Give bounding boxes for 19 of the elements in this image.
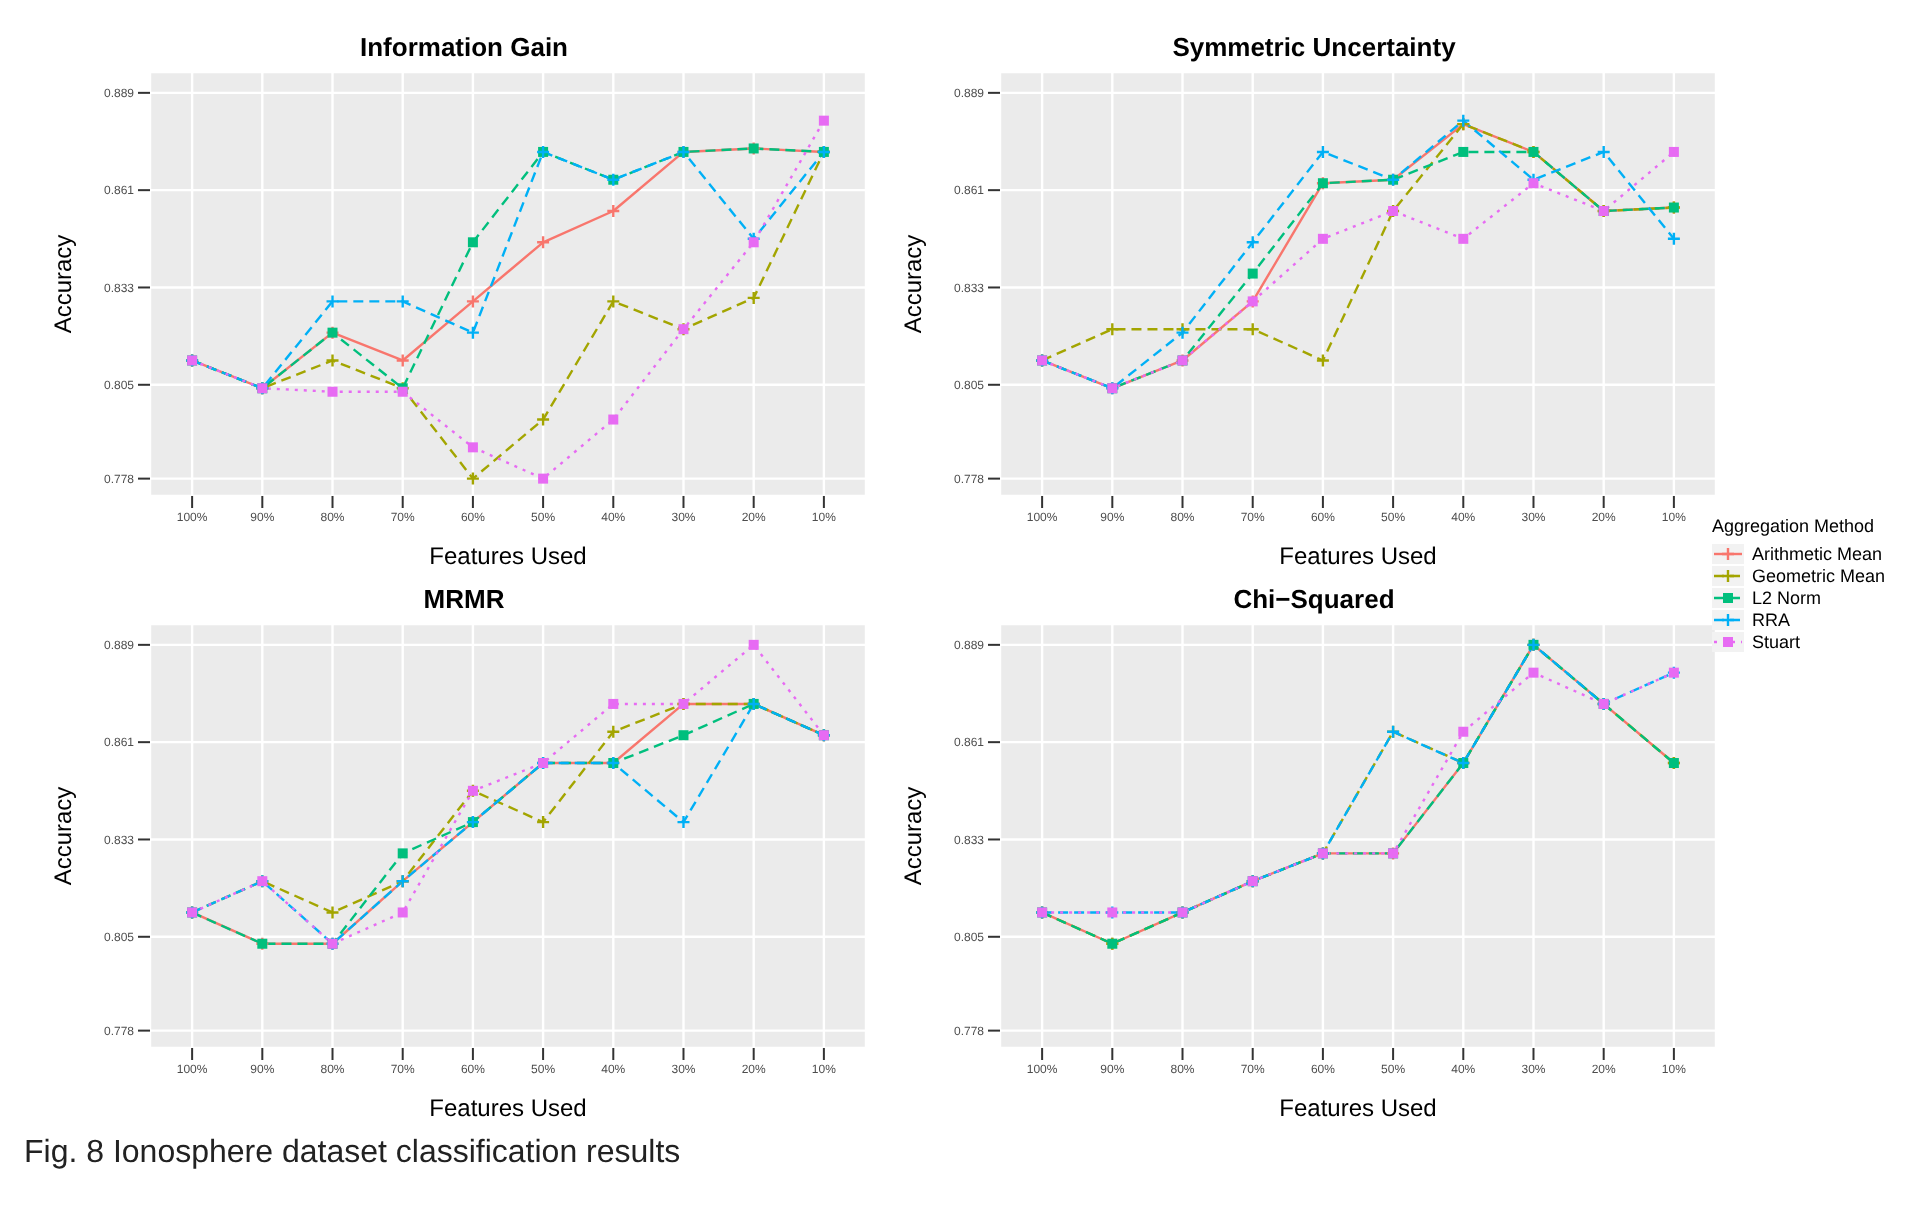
legend-label: L2 Norm — [1752, 587, 1822, 607]
x-axis-title: Features Used — [429, 1094, 587, 1122]
legend-label: Geometric Mean — [1752, 565, 1886, 585]
legend-label: Arithmetic Mean — [1752, 543, 1883, 563]
chart-title: Information Gain — [358, 32, 570, 66]
legend-label: Stuart — [1752, 631, 1801, 651]
chart-title: Symmetric Uncertainty — [1170, 32, 1458, 66]
y-axis-title: Accuracy — [48, 234, 77, 334]
y-axis-title: Accuracy — [898, 786, 927, 886]
caption: Fig. 8 Ionosphere dataset classification results — [24, 1136, 681, 1172]
chart-title: Chi−Squared — [1231, 584, 1397, 618]
legend-title: Aggregation Method — [1712, 516, 1877, 536]
y-axis-title: Accuracy — [898, 234, 927, 334]
y-axis-title: Accuracy — [48, 786, 77, 886]
legend-label: RRA — [1752, 609, 1791, 629]
x-axis-title: Features Used — [429, 542, 587, 570]
chart-title: MRMR — [421, 584, 507, 618]
x-axis-title: Features Used — [1279, 1094, 1437, 1122]
x-axis-title: Features Used — [1279, 542, 1437, 570]
